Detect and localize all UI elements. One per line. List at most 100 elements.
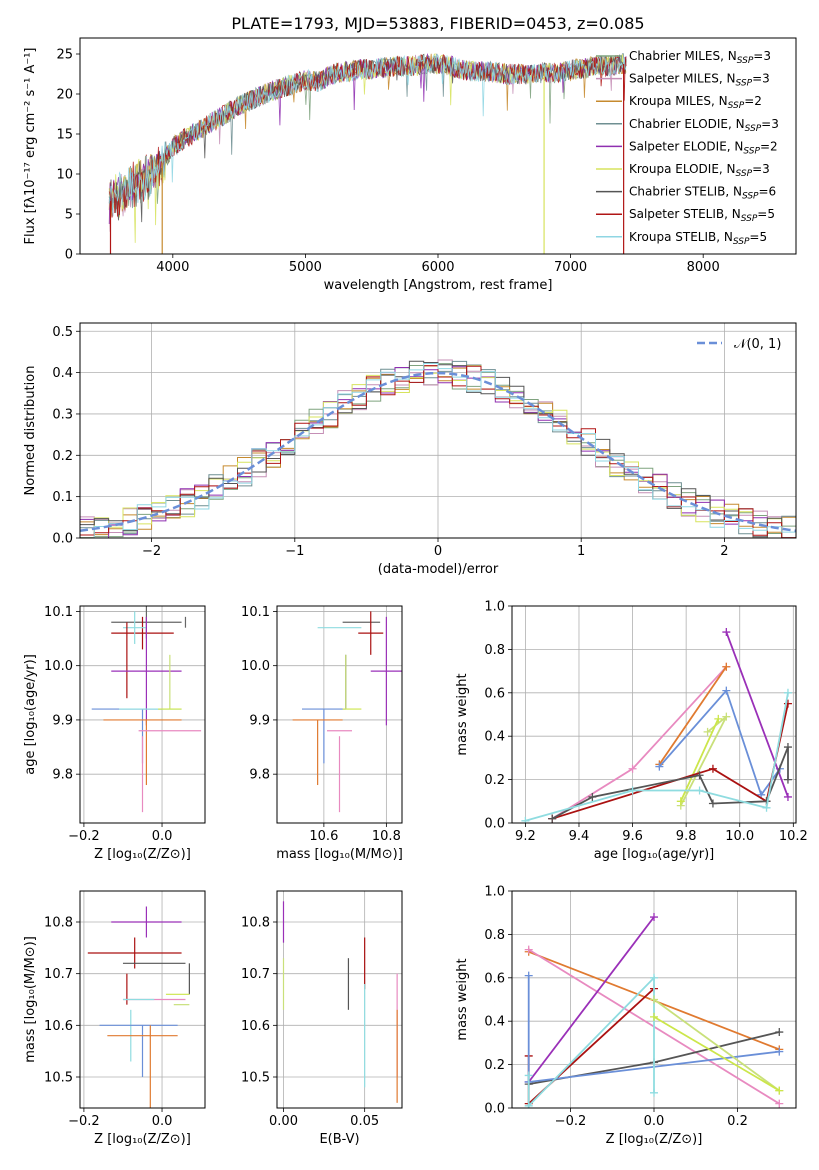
x-tick-label: 0.05 xyxy=(350,1114,379,1129)
plus-marker xyxy=(524,971,533,980)
x-tick-label: 9.4 xyxy=(569,829,590,844)
axes-frame xyxy=(276,605,403,824)
x-tick-label: 0.00 xyxy=(269,1114,298,1129)
x-tick-label: 8000 xyxy=(687,260,720,275)
y-tick-label: 10.7 xyxy=(44,967,73,982)
age-vs-Z-panel: −0.2 0.0 9.8 9.9 10.0 10.1 Z [log₁₀(Z/Z⊙)] age … xyxy=(23,605,206,862)
y-tick-label: 10.7 xyxy=(241,967,270,982)
x-axis-label: (data-model)/error xyxy=(378,562,499,577)
legend-entry: Kroupa MILES, NSSP=2 xyxy=(629,94,762,111)
legend-value: =3 xyxy=(752,162,770,176)
x-tick-label: 0.0 xyxy=(152,829,173,844)
weight-line xyxy=(653,998,780,1092)
y-tick-label: 0.0 xyxy=(484,1102,505,1117)
legend-subscript: SSP xyxy=(736,79,753,89)
legend-value: =3 xyxy=(752,72,770,86)
legend-label: Kroupa ELODIE, N xyxy=(629,162,736,176)
x-tick-label: 1 xyxy=(577,544,585,559)
weight-line xyxy=(658,666,728,765)
x-tick-label: 10.0 xyxy=(725,829,754,844)
x-tick-label: −2 xyxy=(142,544,161,559)
y-tick-label: 10.6 xyxy=(44,1019,73,1034)
x-axis-label: E(B-V) xyxy=(319,1132,359,1147)
x-axis-label: Z [log₁₀(Z/Z⊙)] xyxy=(94,1132,191,1147)
panels: 4000 5000 6000 7000 80000510152025wavelength… xyxy=(23,37,808,1147)
legend-label: Chabrier ELODIE, N xyxy=(629,117,745,131)
mass-weight-vs-Z-panel: −0.2 0.0 0.2 0.0 0.2 0.4 0.6 0.8 1.0 Z [log₁₀(Z/Z… xyxy=(455,885,797,1147)
legend-label: Chabrier STELIB, N xyxy=(629,185,742,199)
errorbars xyxy=(91,606,202,813)
y-tick-label: 9.9 xyxy=(249,713,270,728)
x-tick-label: 5000 xyxy=(289,260,322,275)
axes-frame xyxy=(79,890,206,1109)
y-tick-label: 0.2 xyxy=(484,773,505,788)
legend-entry: Kroupa STELIB, NSSP=5 xyxy=(629,230,767,247)
axes-frame xyxy=(79,605,206,824)
residuals-panel: −2 −1 0 1 2 0.0 0.1 0.2 0.3 0.4 0.5 (data-model)/er… xyxy=(23,322,797,577)
x-tick-label: 4000 xyxy=(156,260,189,275)
errorbars xyxy=(282,901,398,1103)
axes-frame xyxy=(276,890,403,1109)
mass-vs-ebv-panel: 0.00 0.05 10.5 10.6 10.7 10.8 E(B-V) xyxy=(241,890,403,1147)
x-tick-label: 7000 xyxy=(554,260,587,275)
x-tick-label: 9.8 xyxy=(676,829,697,844)
plus-marker xyxy=(783,688,792,697)
weight-line xyxy=(725,631,789,798)
y-axis-label: Normed distribution xyxy=(23,366,38,496)
plus-marker xyxy=(524,1101,533,1108)
spectrum-line xyxy=(108,54,627,217)
x-tick-label: 10.8 xyxy=(372,829,401,844)
errorbars xyxy=(292,611,402,813)
y-tick-label: 10 xyxy=(56,168,73,183)
plus-marker xyxy=(628,764,637,773)
x-axis-label: age [log₁₀(age/yr)] xyxy=(594,847,715,862)
y-tick-label: 0.5 xyxy=(52,325,73,340)
errorbars xyxy=(87,906,190,1108)
plus-marker xyxy=(676,797,685,806)
legend-entry: Chabrier ELODIE, NSSP=3 xyxy=(629,117,779,134)
y-tick-label: 10.5 xyxy=(44,1071,73,1086)
plus-marker xyxy=(524,945,533,954)
x-tick-label: 6000 xyxy=(421,260,454,275)
y-tick-label: 0.6 xyxy=(484,686,505,701)
plus-marker xyxy=(775,1086,784,1095)
plus-marker xyxy=(783,743,792,752)
axes-frame xyxy=(511,605,797,824)
legend-subscript: SSP xyxy=(743,146,760,156)
plus-marker xyxy=(722,686,731,695)
plus-marker xyxy=(524,1071,533,1080)
weight-line xyxy=(679,718,720,802)
plus-marker xyxy=(628,786,637,795)
weight-line xyxy=(551,666,727,820)
y-tick-label: 9.9 xyxy=(52,713,73,728)
y-tick-label: 0.3 xyxy=(52,407,73,422)
legend-value: =6 xyxy=(759,185,777,199)
plus-marker xyxy=(695,771,704,780)
legend-label: Kroupa STELIB, N xyxy=(629,230,733,244)
plus-marker xyxy=(548,814,557,823)
legend-entry: Kroupa ELODIE, NSSP=3 xyxy=(629,162,770,179)
legend-subscript: SSP xyxy=(736,169,753,179)
axes-frame xyxy=(79,322,797,539)
y-tick-label: 10.0 xyxy=(241,659,270,674)
y-tick-label: 10.8 xyxy=(241,916,270,931)
legend-entry: Salpeter MILES, NSSP=3 xyxy=(629,72,770,89)
legend-subscript: SSP xyxy=(745,124,762,134)
y-tick-label: 15 xyxy=(56,128,73,143)
legend-value: =3 xyxy=(753,49,771,63)
plus-marker xyxy=(695,786,704,795)
plus-marker xyxy=(703,727,712,736)
x-tick-label: 0 xyxy=(434,544,442,559)
x-axis-label: Z [log₁₀(Z/Z⊙)] xyxy=(606,1132,703,1147)
plus-marker xyxy=(650,973,658,982)
weight-line xyxy=(527,975,655,1108)
y-tick-label: 10.6 xyxy=(241,1019,270,1034)
y-tick-label: 0.8 xyxy=(484,643,505,658)
x-tick-label: −0.2 xyxy=(68,1114,100,1129)
legend-value: =5 xyxy=(749,230,767,244)
weight-lines xyxy=(521,628,792,823)
spectrum-traces xyxy=(108,52,627,254)
residual-traces xyxy=(80,359,796,538)
legend-label: Salpeter STELIB, N xyxy=(629,207,741,221)
